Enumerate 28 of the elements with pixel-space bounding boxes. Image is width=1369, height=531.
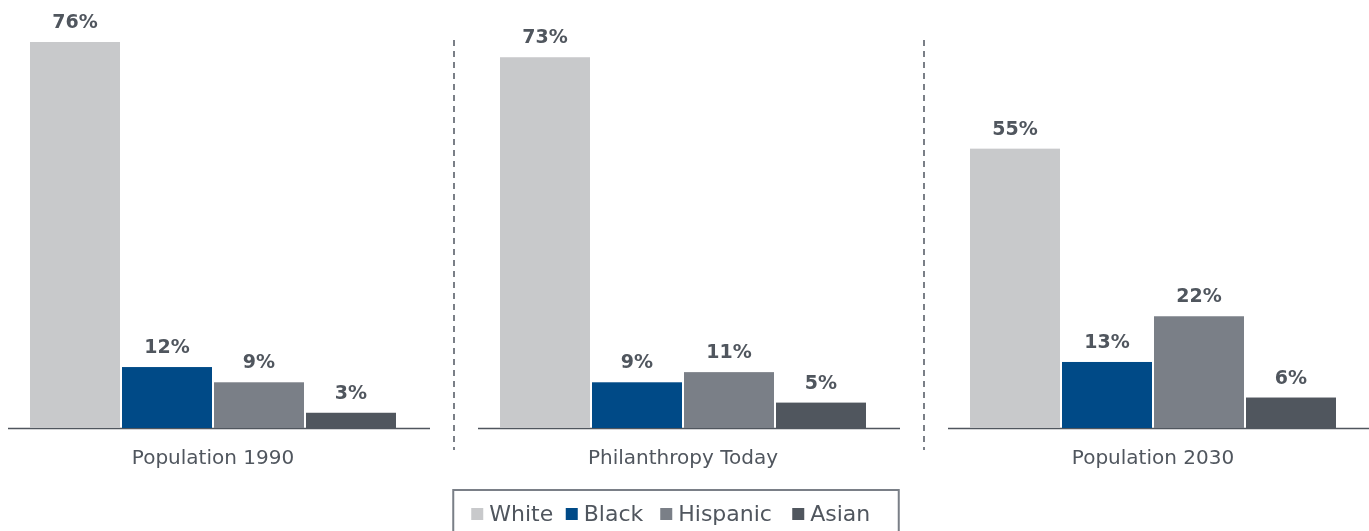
- data-label: 9%: [620, 350, 654, 373]
- data-label: 76%: [52, 10, 98, 32]
- x-tick-label: Population 1990: [131, 445, 295, 469]
- legend-label: White: [489, 501, 554, 526]
- bar: [122, 367, 212, 428]
- bar: [500, 57, 590, 428]
- data-label: 12%: [144, 335, 190, 358]
- bar: [214, 382, 304, 428]
- x-tick-label: Population 2030: [1071, 445, 1235, 469]
- x-tick-label: Philanthropy Today: [587, 445, 779, 469]
- legend-label: Asian: [810, 501, 871, 526]
- data-label: 6%: [1274, 365, 1308, 388]
- bar: [30, 42, 120, 428]
- data-label: 73%: [522, 25, 568, 48]
- data-label: 55%: [992, 116, 1038, 139]
- bar: [970, 148, 1060, 428]
- data-label: 9%: [242, 350, 276, 373]
- legend-label: Black: [583, 501, 644, 526]
- legend-label: Hispanic: [678, 501, 772, 526]
- bar: [1062, 361, 1152, 428]
- data-label: 3%: [334, 380, 368, 403]
- data-label: 5%: [804, 370, 838, 393]
- data-label: 13%: [1084, 329, 1130, 352]
- data-label: 22%: [1176, 284, 1222, 307]
- bar: [592, 382, 682, 428]
- bar: [1154, 316, 1244, 428]
- data-label: 11%: [706, 340, 752, 363]
- bar: [684, 372, 774, 428]
